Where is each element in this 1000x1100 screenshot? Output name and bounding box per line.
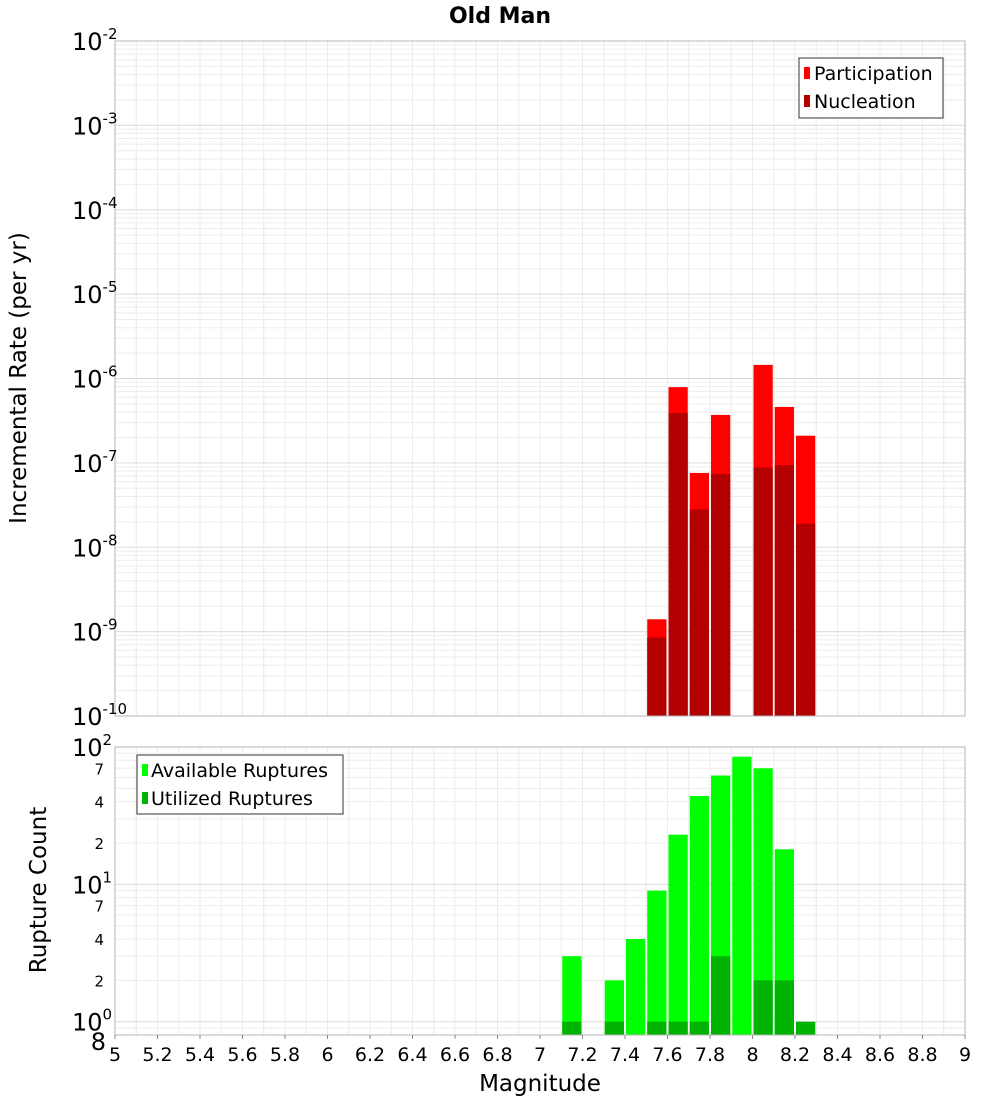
- nucleation-bar: [753, 467, 773, 716]
- x-tick-label: 5.2: [142, 1044, 172, 1066]
- top-y-tick-label: 10-3: [72, 109, 118, 140]
- nucleation-bar: [774, 465, 794, 716]
- available-ruptures-bar: [689, 795, 709, 1035]
- bottom-y-minor-label: 4: [94, 931, 104, 949]
- top-y-tick-label: 10-2: [72, 25, 118, 56]
- top-y-tick-label: 10-4: [72, 194, 118, 225]
- utilized-ruptures-bar: [647, 1021, 667, 1035]
- top-y-tick-label: 10-10: [72, 700, 127, 731]
- top-legend: Participation Nucleation: [798, 57, 944, 119]
- x-tick-label: 6.8: [482, 1044, 512, 1066]
- x-tick-label: 8.2: [780, 1044, 810, 1066]
- x-tick-label: 7.6: [652, 1044, 682, 1066]
- bottom-y-axis-label: Rupture Count: [26, 807, 52, 973]
- x-tick-label: 8.4: [822, 1044, 852, 1066]
- x-axis-label: Magnitude: [479, 1071, 601, 1097]
- top-y-tick-label: 10-8: [72, 531, 118, 562]
- bottom-y-minor-label: 4: [94, 794, 104, 812]
- bottom-legend-box: [136, 754, 344, 815]
- bottom-y-minor-label: 2: [94, 972, 104, 990]
- legend-label: Utilized Ruptures: [151, 788, 313, 810]
- x-tick-label: 5: [109, 1044, 121, 1066]
- top-legend-box: [798, 57, 944, 119]
- x-tick-label: 8: [746, 1044, 758, 1066]
- available-ruptures-bar: [562, 956, 582, 1035]
- available-ruptures-bar: [668, 834, 688, 1035]
- utilized-ruptures-bar: [711, 956, 731, 1035]
- nucleation-bar: [796, 523, 816, 716]
- available-ruptures-bar: [732, 756, 752, 1035]
- top-y-tick-label: 10-5: [72, 278, 118, 309]
- utilized-ruptures-bar: [668, 1021, 688, 1035]
- utilized-ruptures-bar: [562, 1021, 582, 1035]
- utilized-ruptures-bar: [689, 1021, 709, 1035]
- chart-title: Old Man: [449, 4, 551, 29]
- legend-swatch: [804, 95, 810, 107]
- bottom-y-decade-label: 101: [72, 868, 112, 899]
- utilized-ruptures-bar: [796, 1021, 816, 1035]
- x-tick-label: 6.4: [397, 1044, 427, 1066]
- legend-swatch: [142, 764, 148, 776]
- utilized-ruptures-bar: [604, 1021, 624, 1035]
- x-tick-label: 5.4: [185, 1044, 215, 1066]
- bottom-y-minor-label: 2: [94, 835, 104, 853]
- top-plot-frame: [114, 40, 966, 717]
- x-tick-label: 8.6: [865, 1044, 895, 1066]
- x-tick-label: 7: [534, 1044, 546, 1066]
- x-tick-label: 6.2: [355, 1044, 385, 1066]
- bottom-y-minor-label: 8: [91, 1028, 106, 1056]
- utilized-ruptures-bar: [774, 980, 794, 1035]
- top-plot-area: 10-2 10-3 10-4 10-5 10-6 10-7 10-8 10-9 10-10: [72, 25, 966, 731]
- available-ruptures-bar: [604, 980, 624, 1035]
- bottom-y-minor-label: 7: [94, 898, 104, 916]
- x-tick-label: 7.8: [695, 1044, 725, 1066]
- x-tick-label: 7.4: [610, 1044, 640, 1066]
- nucleation-bar: [689, 509, 709, 716]
- nucleation-bar: [668, 413, 688, 716]
- x-tick-label: 5.6: [227, 1044, 257, 1066]
- x-tick-label: 7.2: [567, 1044, 597, 1066]
- legend-label: Available Ruptures: [151, 760, 328, 782]
- x-tick-label: 6.6: [440, 1044, 470, 1066]
- nucleation-bar: [647, 637, 667, 716]
- bottom-y-decade-label: 102: [72, 731, 112, 762]
- available-ruptures-bar: [647, 890, 667, 1035]
- legend-swatch: [142, 792, 148, 804]
- legend-swatch: [804, 67, 810, 79]
- bottom-y-minor-label: 7: [94, 760, 104, 778]
- x-tick-label: 6: [321, 1044, 333, 1066]
- legend-label: Nucleation: [814, 91, 916, 113]
- legend-label: Participation: [814, 63, 933, 85]
- x-tick-label: 9: [959, 1044, 971, 1066]
- x-tick-label: 8.8: [907, 1044, 937, 1066]
- top-y-tick-label: 10-9: [72, 616, 118, 647]
- available-ruptures-bar: [753, 768, 773, 1035]
- top-y-axis-label: Incremental Rate (per yr): [6, 232, 32, 524]
- utilized-ruptures-bar: [753, 980, 773, 1035]
- top-y-tick-label: 10-7: [72, 447, 118, 478]
- top-y-tick-label: 10-6: [72, 363, 118, 394]
- bottom-legend: Available Ruptures Utilized Ruptures: [136, 754, 344, 815]
- bottom-y-decade-label: 100: [72, 1006, 112, 1037]
- available-ruptures-bar: [626, 939, 646, 1035]
- x-tick-label: 5.8: [270, 1044, 300, 1066]
- nucleation-bar: [711, 473, 731, 716]
